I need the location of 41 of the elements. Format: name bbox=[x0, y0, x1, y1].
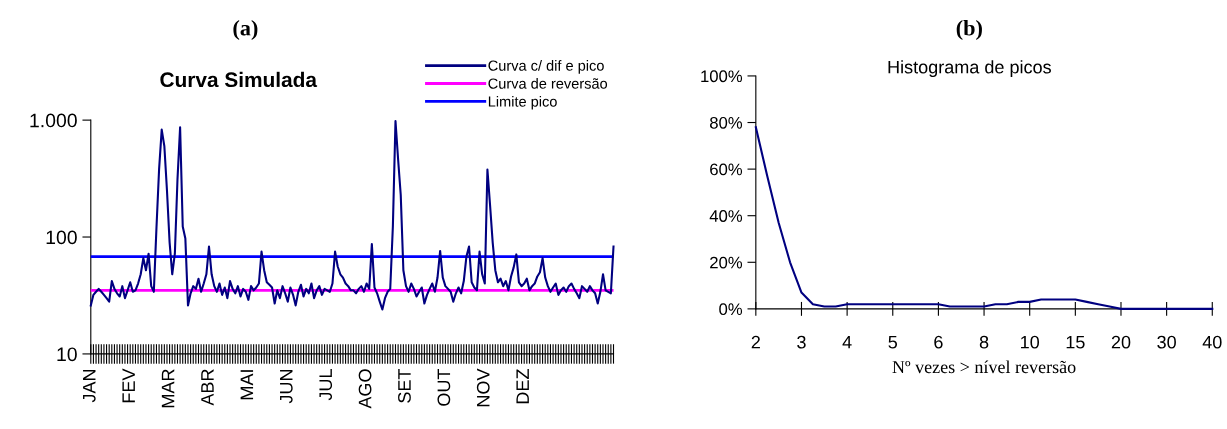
y-tick-label: 20% bbox=[710, 256, 743, 269]
chart-title: (a) bbox=[233, 19, 258, 41]
y-tick-label: 1.000 bbox=[30, 113, 77, 128]
x-tick-label: 2 bbox=[751, 335, 760, 349]
x-tick-label: MAR bbox=[161, 369, 175, 408]
x-tick-label: 30 bbox=[1157, 335, 1176, 349]
x-tick-label: ABR bbox=[201, 369, 214, 406]
x-axis-title: Nº vezes > nível reversão bbox=[892, 360, 1076, 374]
y-tick-label: 100% bbox=[701, 70, 743, 83]
x-tick-label: JUL bbox=[319, 369, 333, 401]
chart-title: (b) bbox=[956, 19, 982, 41]
x-tick-label: 5 bbox=[888, 335, 898, 349]
chart-subtitle: Histograma de picos bbox=[888, 60, 1051, 78]
y-tick-label: 80% bbox=[710, 116, 743, 129]
x-tick-label: JUN bbox=[280, 369, 293, 404]
y-tick-label: 0% bbox=[719, 303, 743, 316]
x-tick-label: NOV bbox=[476, 368, 490, 407]
x-tick-label: AGO bbox=[358, 369, 372, 409]
x-tick-label: 8 bbox=[979, 335, 989, 349]
x-tick-label: DEZ bbox=[516, 369, 529, 404]
y-tick-label: 60% bbox=[710, 163, 743, 176]
x-tick-label: 4 bbox=[842, 335, 852, 349]
legend-label: Curva de reversão bbox=[488, 78, 608, 89]
x-tick-label: FEV bbox=[122, 368, 135, 403]
chart-subtitle: Curva Simulada bbox=[160, 71, 318, 88]
x-tick-label: 20 bbox=[1111, 335, 1131, 349]
x-tick-label: 6 bbox=[934, 335, 943, 349]
x-tick-label: SET bbox=[398, 368, 411, 403]
y-tick-label: 100 bbox=[46, 230, 77, 245]
x-tick-label: MAI bbox=[240, 370, 254, 400]
x-tick-label: JAN bbox=[83, 369, 96, 403]
x-tick-label: OUT bbox=[437, 368, 451, 406]
x-tick-label: 15 bbox=[1066, 335, 1085, 349]
legend-label: Limite pico bbox=[488, 96, 557, 110]
x-tick-label: 10 bbox=[1021, 335, 1040, 349]
x-tick-label: 3 bbox=[797, 335, 806, 349]
line-series bbox=[89, 120, 615, 311]
legend-label: Curva c/ dif e pico bbox=[488, 60, 604, 74]
y-tick-label: 40% bbox=[709, 210, 743, 222]
y-tick-label: 10 bbox=[57, 347, 77, 362]
x-tick-label: 40 bbox=[1202, 335, 1222, 349]
